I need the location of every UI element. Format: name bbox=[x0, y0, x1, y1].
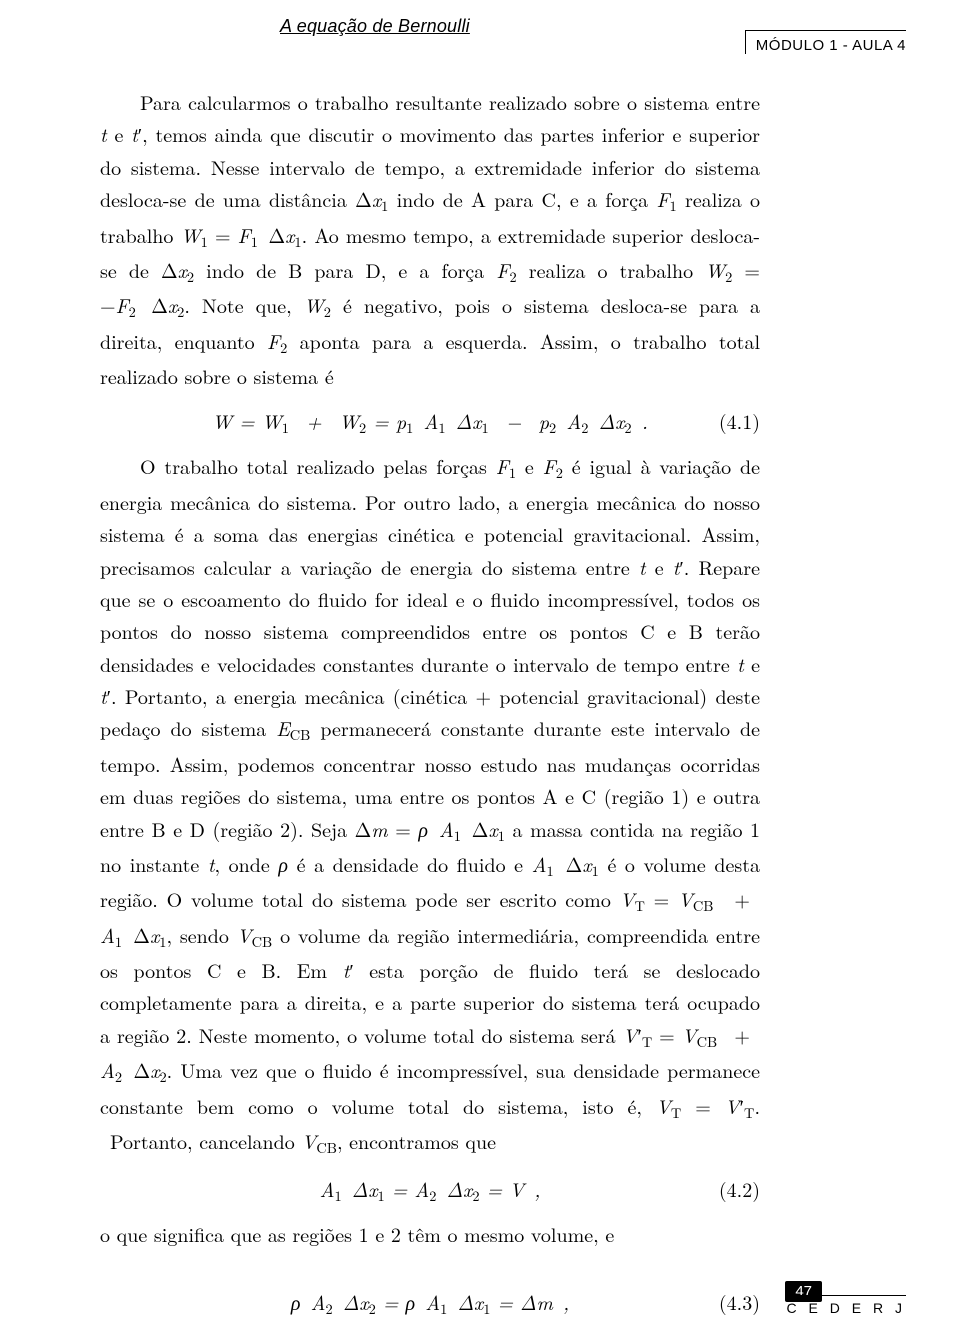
equation-4-3-body: ρ A2 Δx2 = ρ A1 Δx1 = Δm , bbox=[291, 1287, 569, 1316]
equation-4-2-body: A1 Δx1 = A2 Δx2 = V , bbox=[320, 1174, 541, 1203]
page-root: A equação de Bernoulli MÓDULO 1 - AULA 4… bbox=[0, 0, 960, 1334]
equation-4-2: A1 Δx1 = A2 Δx2 = V , (4.2) bbox=[100, 1174, 760, 1204]
content-column: Para calcularmos o trabalho resultante r… bbox=[100, 86, 760, 1331]
equation-4-3: ρ A2 Δx2 = ρ A1 Δx1 = Δm , (4.3) bbox=[100, 1287, 760, 1317]
paragraph-2: O trabalho total realizado pelas forças … bbox=[100, 450, 760, 1160]
equation-4-3-number: (4.3) bbox=[719, 1287, 760, 1317]
paragraph-3: o que significa que as regiões 1 e 2 têm… bbox=[100, 1218, 760, 1250]
page-footer: 47 C E D E R J bbox=[776, 1276, 906, 1316]
equation-4-1: W = W1 + W2 = p1 A1 Δx1 − p2 A2 Δx2 . (4… bbox=[100, 406, 760, 436]
equation-4-1-number: (4.1) bbox=[719, 406, 760, 436]
header-title: A equação de Bernoulli bbox=[280, 16, 470, 37]
equation-4-1-body: W = W1 + W2 = p1 A1 Δx1 − p2 A2 Δx2 . bbox=[212, 406, 648, 435]
equation-4-2-number: (4.2) bbox=[719, 1174, 760, 1204]
publisher-label: C E D E R J bbox=[787, 1295, 906, 1316]
paragraph-1: Para calcularmos o trabalho resultante r… bbox=[100, 86, 760, 392]
header-module-label: MÓDULO 1 - AULA 4 bbox=[745, 30, 906, 54]
page-header: A equação de Bernoulli MÓDULO 1 - AULA 4 bbox=[0, 16, 960, 56]
